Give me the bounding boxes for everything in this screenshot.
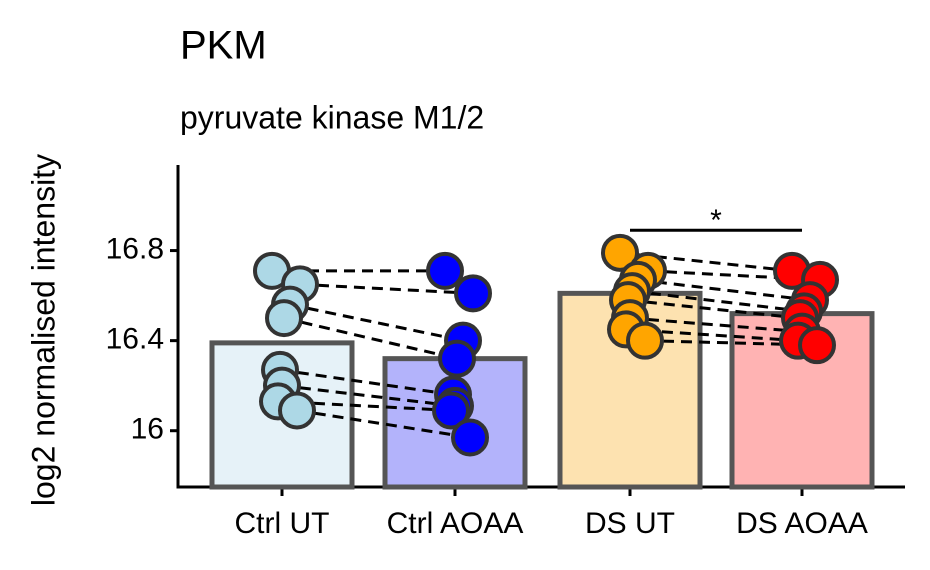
chart-title: PKM bbox=[180, 24, 267, 68]
bar bbox=[209, 340, 355, 490]
data-point bbox=[278, 391, 316, 430]
x-tick-label: DS UT bbox=[585, 507, 675, 540]
pair-line bbox=[629, 316, 803, 334]
data-point bbox=[601, 233, 639, 272]
data-point bbox=[454, 274, 492, 313]
pair-line bbox=[637, 278, 811, 302]
significance-label: * bbox=[710, 204, 722, 237]
pair-line bbox=[644, 339, 818, 347]
pair-line bbox=[289, 303, 464, 343]
x-tick-label: Ctrl AOAA bbox=[387, 507, 524, 540]
pair-line bbox=[296, 408, 471, 439]
data-point bbox=[426, 251, 464, 290]
pair-line bbox=[283, 316, 458, 361]
y-tick-label: 16 bbox=[131, 413, 164, 446]
y-tick-label: 16.4 bbox=[106, 323, 164, 356]
data-point bbox=[432, 391, 470, 430]
pair-line bbox=[281, 384, 456, 408]
pair-line bbox=[299, 282, 474, 295]
pair-line bbox=[627, 298, 801, 320]
x-tick-label: Ctrl UT bbox=[235, 507, 330, 540]
data-point bbox=[265, 299, 303, 338]
pair-line bbox=[647, 269, 821, 282]
pair-line bbox=[279, 368, 454, 397]
y-axis-label: log2 normalised intensity bbox=[25, 154, 61, 506]
y-tick-label: 16.8 bbox=[106, 232, 164, 265]
chart-subtitle: pyruvate kinase M1/2 bbox=[180, 99, 484, 135]
data-point bbox=[798, 326, 836, 365]
data-point bbox=[626, 321, 664, 360]
pair-line bbox=[631, 289, 805, 313]
data-point bbox=[438, 339, 476, 378]
data-point bbox=[451, 418, 489, 457]
x-tick-label: DS AOAA bbox=[736, 507, 868, 540]
